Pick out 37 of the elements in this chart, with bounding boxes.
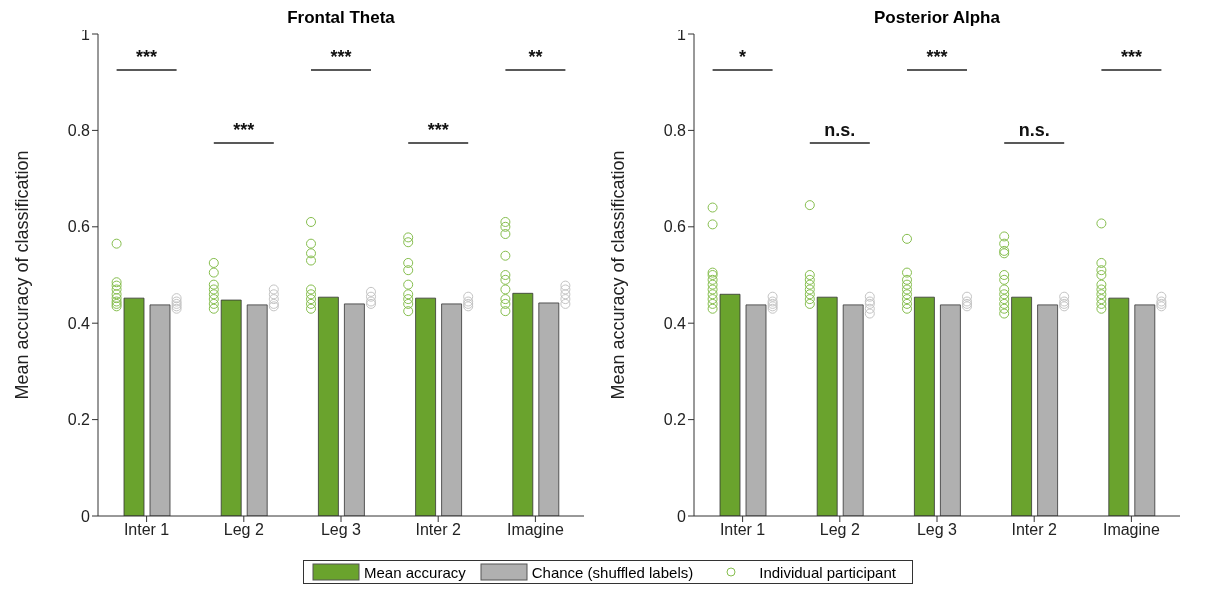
y-tick-label: 0.4 [663,314,687,332]
annotation: *** [1120,47,1142,67]
x-tick-label: Leg 3 [916,521,958,539]
legend-label: Mean accuracy [364,563,466,581]
y-tick-label: 0.2 [67,411,91,429]
annotation: * [739,47,747,67]
chart-title: Frontal Theta [287,8,395,27]
legend-label: Chance (shuffled labels) [531,563,694,581]
annotation: *** [233,120,255,140]
annotation: *** [330,47,352,67]
annotation: n.s. [1018,120,1050,140]
annotation: *** [427,120,449,140]
x-tick-label: Inter 2 [415,521,461,539]
y-tick-label: 0.6 [67,218,91,236]
y-tick-label: 0.4 [67,314,91,332]
x-tick-label: Leg 2 [223,521,264,539]
y-tick-label: 0.2 [663,411,687,429]
annotation: *** [926,47,948,67]
x-tick-label: Leg 2 [819,521,860,539]
annotation: n.s. [824,120,856,140]
y-tick-label: 0.8 [663,122,687,140]
y-axis-title: Mean accuracy of classification [608,150,629,400]
x-tick-label: Leg 3 [320,521,362,539]
annotation: *** [136,47,158,67]
y-axis-title: Mean accuracy of classification [12,150,33,400]
y-tick-label: 0.6 [663,218,687,236]
x-tick-label: Imagine [506,521,564,539]
annotation: ** [528,47,543,67]
legend-label: Individual participant [759,563,896,581]
x-tick-label: Inter 2 [1011,521,1057,539]
x-tick-label: Inter 1 [719,521,766,539]
chart-title: Posterior Alpha [874,8,1000,27]
y-tick-label: 0.8 [67,122,91,140]
y-tick-label: 0 [677,507,687,525]
y-tick-label: 0 [81,507,91,525]
x-tick-label: Imagine [1102,521,1160,539]
x-tick-label: Inter 1 [123,521,170,539]
